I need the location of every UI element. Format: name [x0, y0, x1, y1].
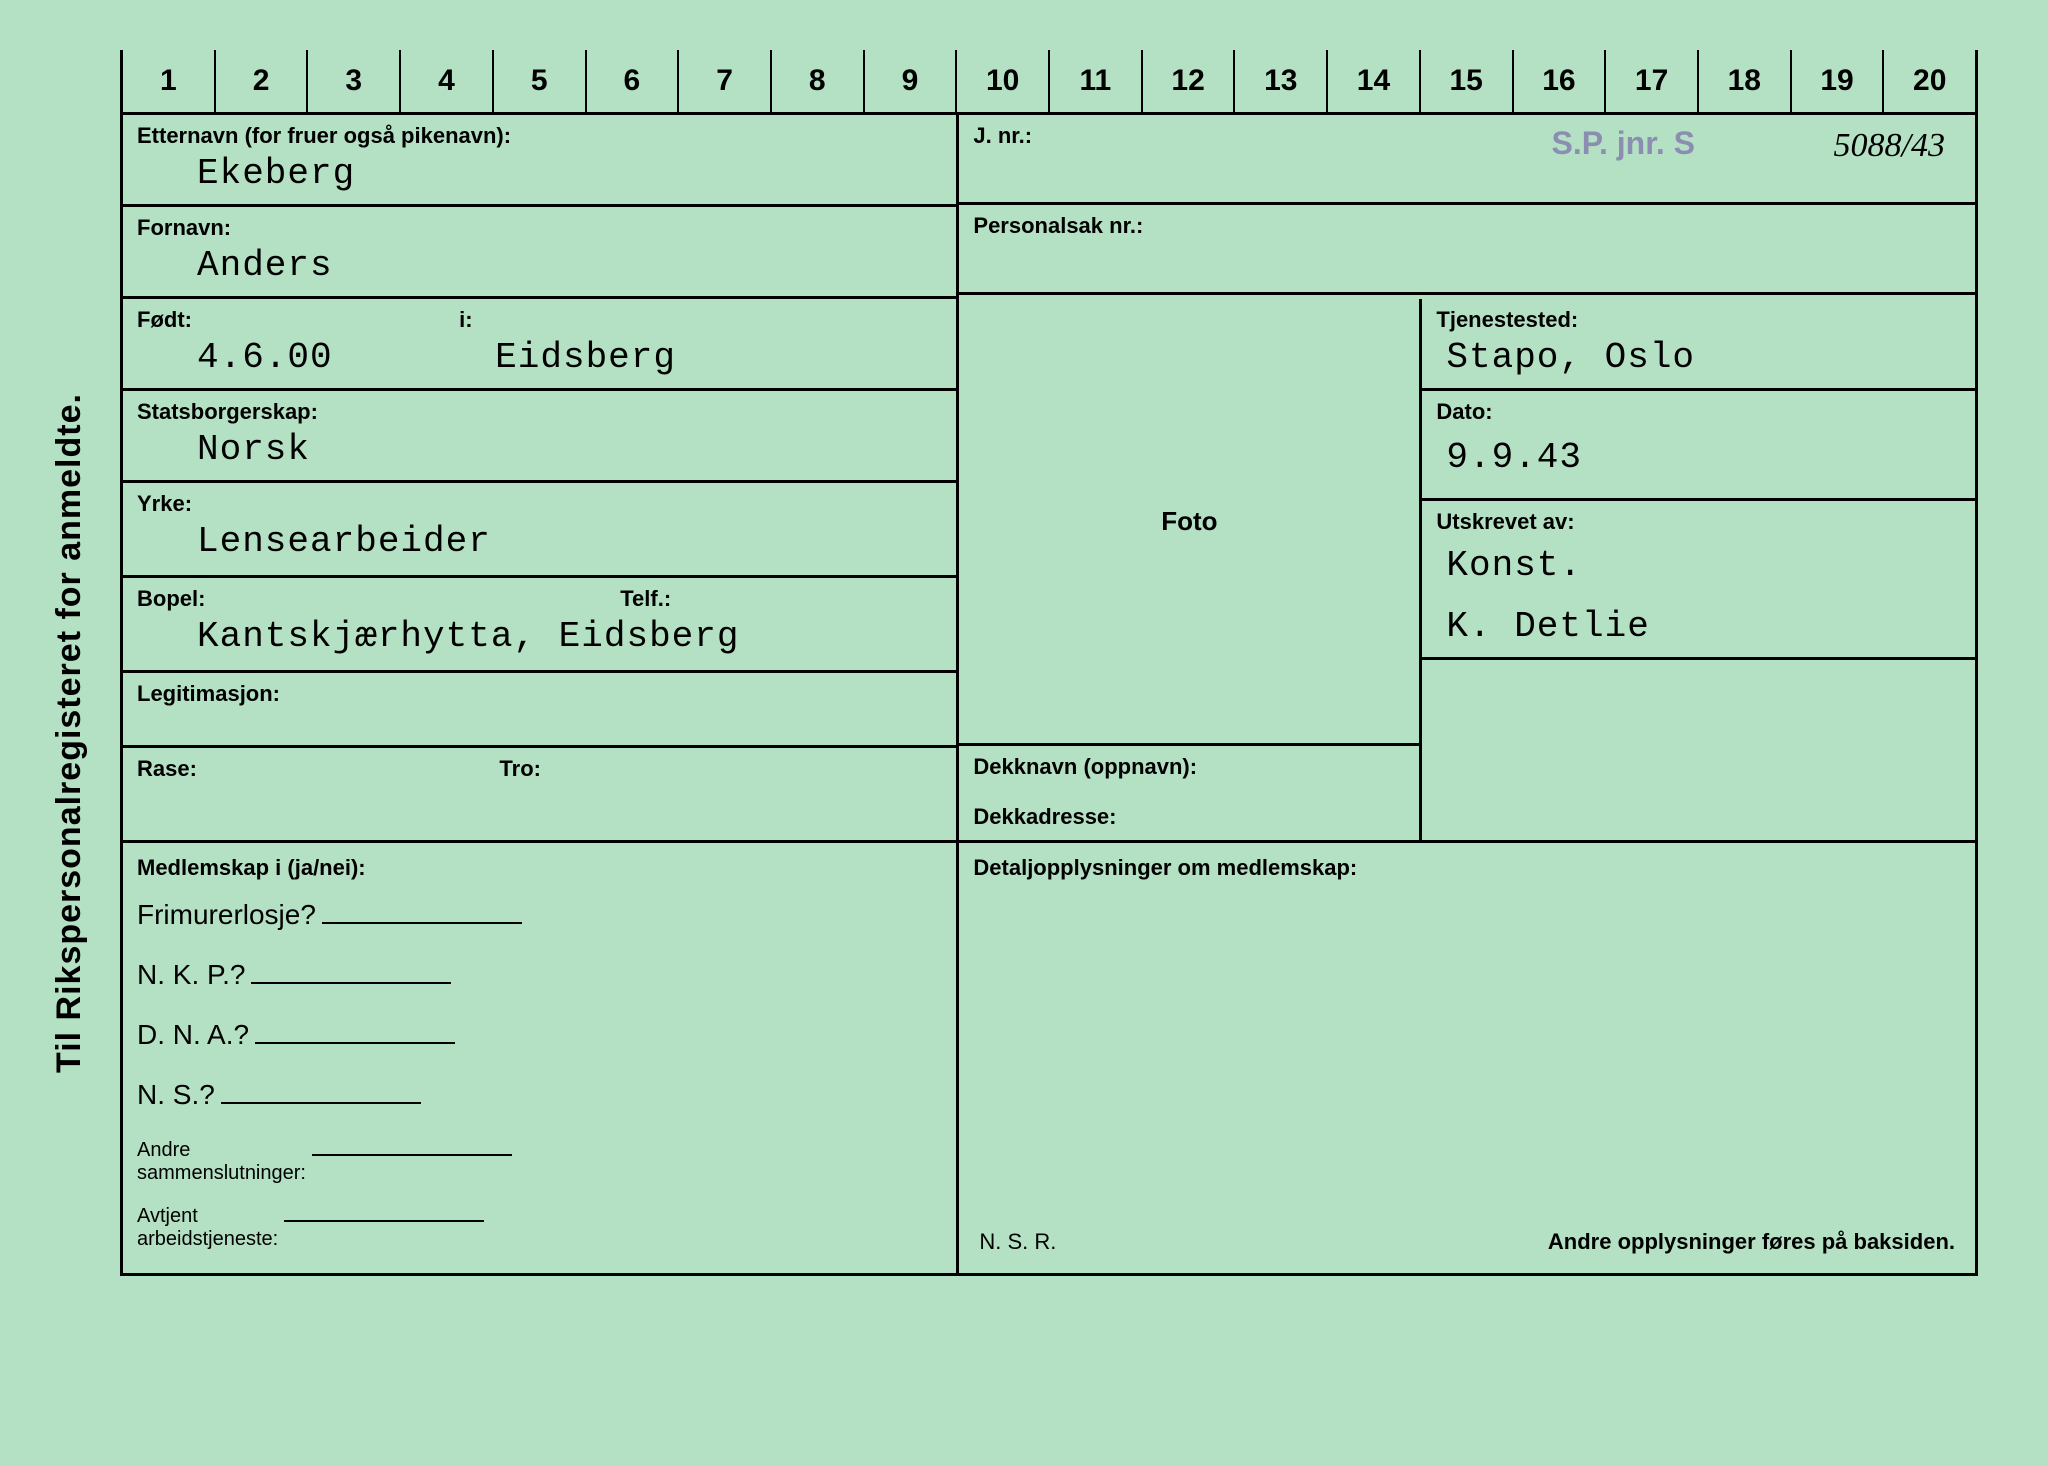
membership-section: Medlemskap i (ja/nei): Frimurerlosje? N.… — [123, 843, 956, 1273]
field-rase-tro: Rase: Tro: — [123, 748, 956, 843]
label-dekknavn: Dekknavn (oppnavn): — [973, 754, 1405, 780]
stamp-text: S.P. jnr. S — [1552, 125, 1695, 162]
ruler-cell: 11 — [1050, 50, 1143, 112]
label-personalsak: Personalsak nr.: — [973, 213, 1961, 239]
field-tjenestested: Tjenestested: Stapo, Oslo — [1422, 299, 1975, 391]
field-fornavn: Fornavn: Anders — [123, 207, 956, 299]
label-utskrevet: Utskrevet av: — [1436, 509, 1961, 535]
ruler-cell: 18 — [1699, 50, 1792, 112]
label-avtjent: Avtjent arbeidstjeneste: — [137, 1205, 278, 1251]
label-tjenestested: Tjenestested: — [1436, 307, 1961, 333]
value-fodt: 4.6.00 — [197, 337, 333, 378]
vertical-title: Til Rikspersonalregisteret for anmeldte. — [50, 393, 89, 1073]
label-dna: D. N. A.? — [137, 1019, 249, 1051]
value-fodt-sted: Eidsberg — [495, 337, 676, 378]
field-jnr: J. nr.: S.P. jnr. S 5088/43 — [959, 115, 1975, 205]
label-foto: Foto — [1161, 506, 1217, 537]
mem-avtjent: Avtjent arbeidstjeneste: — [137, 1205, 942, 1251]
detail-section: Detaljopplysninger om medlemskap: N. S. … — [956, 843, 1975, 1273]
label-medlemskap: Medlemskap i (ja/nei): — [137, 855, 942, 881]
label-legitimasjon: Legitimasjon: — [137, 681, 942, 707]
ruler-cell: 10 — [957, 50, 1050, 112]
value-utskrevet1: Konst. — [1436, 535, 1961, 586]
label-dato: Dato: — [1436, 399, 1961, 425]
field-personalsak: Personalsak nr.: — [959, 205, 1975, 295]
ruler-cell: 9 — [865, 50, 958, 112]
field-fodt: Født: i: 4.6.00 Eidsberg — [123, 299, 956, 391]
ruler-cell: 20 — [1884, 50, 1975, 112]
label-etternavn: Etternavn (for fruer også pikenavn): — [137, 123, 942, 149]
mem-nkp: N. K. P.? — [137, 959, 942, 991]
value-etternavn: Ekeberg — [137, 149, 942, 194]
ruler-cell: 15 — [1421, 50, 1514, 112]
ruler-cell: 8 — [772, 50, 865, 112]
value-statsborgerskap: Norsk — [137, 425, 942, 470]
ruler-cell: 5 — [494, 50, 587, 112]
field-dekkadresse: Dekkadresse: — [959, 796, 1419, 843]
label-tro: Tro: — [499, 756, 541, 781]
registration-card: 1 2 3 4 5 6 7 8 9 10 11 12 13 14 15 16 1… — [120, 50, 1978, 1276]
value-bopel: Kantskjærhytta, Eidsberg — [137, 612, 942, 657]
field-dekknavn: Dekknavn (oppnavn): — [959, 746, 1419, 796]
mem-frimurer: Frimurerlosje? — [137, 899, 942, 931]
label-dekkadresse: Dekkadresse: — [973, 804, 1405, 830]
label-nkp: N. K. P.? — [137, 959, 245, 991]
label-ns: N. S.? — [137, 1079, 215, 1111]
value-fornavn: Anders — [137, 241, 942, 286]
field-statsborgerskap: Statsborgerskap: Norsk — [123, 391, 956, 483]
mem-dna: D. N. A.? — [137, 1019, 942, 1051]
ruler-cell: 7 — [679, 50, 772, 112]
ruler-cell: 13 — [1235, 50, 1328, 112]
mem-andre: Andre sammenslutninger: — [137, 1139, 942, 1185]
mem-ns: N. S.? — [137, 1079, 942, 1111]
label-detaljopp: Detaljopplysninger om medlemskap: — [973, 855, 1961, 881]
field-etternavn: Etternavn (for fruer også pikenavn): Eke… — [123, 115, 956, 207]
label-nsr: N. S. R. — [979, 1229, 1056, 1255]
label-telf: Telf.: — [620, 586, 671, 611]
value-tjenestested: Stapo, Oslo — [1436, 333, 1961, 378]
value-yrke: Lensearbeider — [137, 517, 942, 562]
value-utskrevet2: K. Detlie — [1436, 586, 1961, 647]
ruler-scale: 1 2 3 4 5 6 7 8 9 10 11 12 13 14 15 16 1… — [120, 50, 1978, 115]
field-yrke: Yrke: Lensearbeider — [123, 483, 956, 578]
ruler-cell: 3 — [308, 50, 401, 112]
field-dato: Dato: 9.9.43 — [1422, 391, 1975, 501]
ruler-cell: 1 — [123, 50, 216, 112]
ruler-cell: 16 — [1514, 50, 1607, 112]
blank-area — [1422, 660, 1975, 843]
label-fornavn: Fornavn: — [137, 215, 942, 241]
ruler-cell: 4 — [401, 50, 494, 112]
label-statsborgerskap: Statsborgerskap: — [137, 399, 942, 425]
field-bopel: Bopel: Telf.: Kantskjærhytta, Eidsberg — [123, 578, 956, 673]
field-legitimasjon: Legitimasjon: — [123, 673, 956, 748]
label-frimurer: Frimurerlosje? — [137, 899, 316, 931]
ruler-cell: 19 — [1792, 50, 1885, 112]
label-rase: Rase: — [137, 756, 197, 781]
ruler-cell: 2 — [216, 50, 309, 112]
value-dato: 9.9.43 — [1436, 425, 1961, 478]
label-andre-samm: Andre sammenslutninger: — [137, 1139, 306, 1185]
ruler-cell: 12 — [1143, 50, 1236, 112]
handwritten-jnr: 5088/43 — [1834, 127, 1945, 165]
ruler-cell: 6 — [587, 50, 680, 112]
label-bopel: Bopel: — [137, 586, 205, 611]
ruler-cell: 14 — [1328, 50, 1421, 112]
bottom-note: Andre opplysninger føres på baksiden. — [1548, 1229, 1955, 1255]
label-jnr: J. nr.: — [973, 123, 1961, 149]
ruler-cell: 17 — [1606, 50, 1699, 112]
label-yrke: Yrke: — [137, 491, 942, 517]
label-fodt: Født: — [137, 307, 192, 332]
foto-box: Foto — [959, 299, 1419, 746]
field-utskrevet: Utskrevet av: Konst. K. Detlie — [1422, 501, 1975, 660]
label-fodt-i: i: — [459, 307, 472, 332]
